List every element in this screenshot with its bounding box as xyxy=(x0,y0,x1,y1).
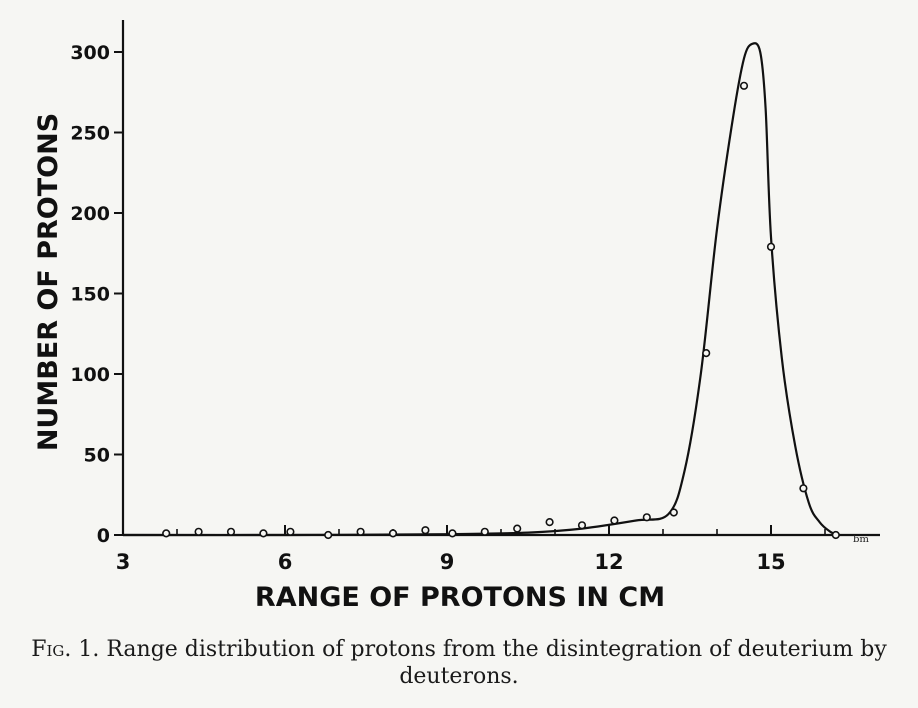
data-point xyxy=(388,529,398,538)
data-point xyxy=(194,527,203,536)
data-point xyxy=(226,527,236,536)
data-point xyxy=(480,527,489,536)
x-tick-label: 12 xyxy=(594,550,623,574)
data-point xyxy=(162,529,171,538)
caption-text: Range distribution of protons from the d… xyxy=(106,637,887,689)
x-tick-label: 3 xyxy=(116,550,131,574)
x-tick-label: 6 xyxy=(278,550,293,574)
chart-axes xyxy=(121,20,880,537)
data-point xyxy=(799,484,808,493)
axis-end-mark: ᵇᵐ xyxy=(853,532,869,551)
data-point xyxy=(610,516,619,525)
tick-labels: 0 50 100 150 200 250 300 3 6 9 12 15 xyxy=(70,42,785,574)
y-tick-label: 250 xyxy=(70,123,110,145)
data-point xyxy=(702,349,711,358)
caption-label: Fig. 1. xyxy=(31,637,100,662)
data-point xyxy=(766,242,776,251)
data-points xyxy=(162,81,840,540)
chart: 0 50 100 150 200 250 300 3 6 9 12 15 ᵇᵐ RANGE OF PR… xyxy=(33,20,880,613)
data-point xyxy=(831,530,840,540)
x-tick-label: 9 xyxy=(440,550,455,574)
data-point xyxy=(421,526,430,535)
y-tick-label: 150 xyxy=(70,284,110,306)
data-point xyxy=(739,81,749,90)
data-point xyxy=(545,517,554,527)
data-point xyxy=(286,527,295,536)
data-point xyxy=(513,524,522,533)
data-point xyxy=(356,527,365,536)
data-point xyxy=(324,530,333,540)
y-tick-label: 200 xyxy=(70,203,110,225)
fitted-curve xyxy=(122,42,839,537)
y-tick-label: 0 xyxy=(97,525,110,547)
tick-marks xyxy=(114,51,826,536)
y-tick-label: 300 xyxy=(70,42,110,64)
data-point xyxy=(577,521,587,530)
figure-caption: Fig. 1. Range distribution of protons fr… xyxy=(0,636,918,690)
x-axis-title: RANGE OF PROTONS IN CM xyxy=(255,582,665,613)
data-point xyxy=(259,529,268,538)
data-point xyxy=(669,508,678,517)
data-point xyxy=(448,529,457,538)
y-tick-label: 100 xyxy=(70,364,110,386)
data-point xyxy=(642,513,651,522)
y-axis-title: NUMBER OF PROTONS xyxy=(33,113,64,451)
x-tick-label: 15 xyxy=(756,550,785,574)
y-tick-label: 50 xyxy=(84,445,110,467)
